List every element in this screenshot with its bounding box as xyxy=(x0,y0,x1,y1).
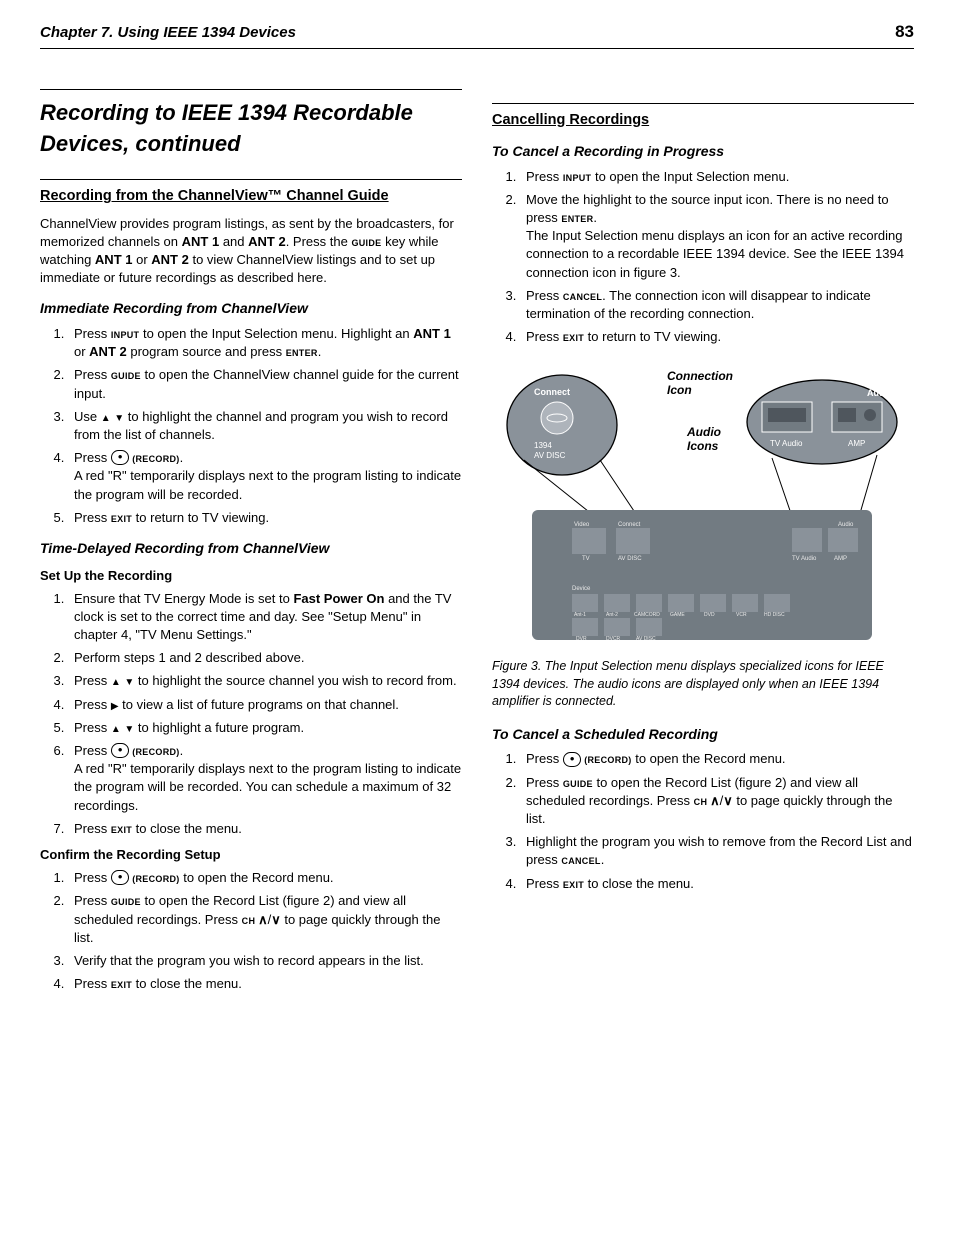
main-title: Recording to IEEE 1394 Recordable Device… xyxy=(40,89,462,160)
intro-paragraph: ChannelView provides program listings, a… xyxy=(40,215,462,288)
step: Press to highlight the source channel yo… xyxy=(68,672,462,690)
svg-text:Audio: Audio xyxy=(867,388,893,398)
step: Press EXIT to return to TV viewing. xyxy=(68,509,462,527)
record-button-icon xyxy=(111,450,130,465)
delayed-setup-steps: Ensure that TV Energy Mode is set to Fas… xyxy=(40,590,462,838)
up-arrow-icon xyxy=(101,409,111,424)
svg-text:TV Audio: TV Audio xyxy=(792,556,817,562)
subheading-cancel-progress: To Cancel a Recording in Progress xyxy=(492,142,914,162)
section-cancelling: Cancelling Recordings xyxy=(492,103,914,130)
subheading-cancel-scheduled: To Cancel a Scheduled Recording xyxy=(492,725,914,745)
svg-text:AV DISC: AV DISC xyxy=(534,451,566,460)
step: Press GUIDE to open the ChannelView chan… xyxy=(68,366,462,402)
ch-up-icon xyxy=(710,793,720,808)
subheading-delayed: Time-Delayed Recording from ChannelView xyxy=(40,539,462,559)
down-arrow-icon xyxy=(124,720,134,735)
confirm-steps: Press (RECORD) to open the Record menu. … xyxy=(40,869,462,993)
svg-text:TV Audio: TV Audio xyxy=(770,439,803,448)
svg-text:AMP: AMP xyxy=(848,439,865,448)
subheading-immediate: Immediate Recording from ChannelView xyxy=(40,299,462,319)
input-selection-diagram: ConnectionIcon AudioIcons Connect 1394 A… xyxy=(492,360,902,650)
svg-text:DVCR: DVCR xyxy=(606,636,621,642)
svg-text:AMP: AMP xyxy=(834,556,847,562)
ch-down-icon xyxy=(723,793,733,808)
svg-text:AV DISC: AV DISC xyxy=(636,636,656,642)
chapter-title: Chapter 7. Using IEEE 1394 Devices xyxy=(40,22,296,43)
immediate-steps: Press INPUT to open the Input Selection … xyxy=(40,325,462,527)
svg-text:HD DISC: HD DISC xyxy=(764,612,785,618)
svg-text:1394: 1394 xyxy=(534,441,552,450)
step: Press EXIT to close the menu. xyxy=(520,875,914,893)
up-arrow-icon xyxy=(111,673,121,688)
down-arrow-icon xyxy=(124,673,134,688)
right-column: Cancelling Recordings To Cancel a Record… xyxy=(492,89,914,998)
step: Press EXIT to close the menu. xyxy=(68,975,462,993)
svg-text:AV DISC: AV DISC xyxy=(618,556,642,562)
svg-text:Ant-2: Ant-2 xyxy=(606,612,618,618)
record-button-icon xyxy=(111,870,130,885)
svg-text:VCR: VCR xyxy=(736,612,747,618)
svg-text:Video: Video xyxy=(574,522,590,528)
record-button-icon xyxy=(563,752,582,767)
svg-text:DVR: DVR xyxy=(576,636,587,642)
page-number: 83 xyxy=(895,20,914,44)
step: Use to highlight the channel and program… xyxy=(68,408,462,444)
step: Press (RECORD).A red "R" temporarily dis… xyxy=(68,742,462,815)
confirm-heading: Confirm the Recording Setup xyxy=(40,846,462,864)
step: Move the highlight to the source input i… xyxy=(520,191,914,282)
up-arrow-icon xyxy=(111,720,121,735)
step: Press INPUT to open the Input Selection … xyxy=(520,168,914,186)
two-column-layout: Recording to IEEE 1394 Recordable Device… xyxy=(40,89,914,998)
figure-3: ConnectionIcon AudioIcons Connect 1394 A… xyxy=(492,360,914,650)
left-column: Recording to IEEE 1394 Recordable Device… xyxy=(40,89,462,998)
right-arrow-icon xyxy=(111,697,119,712)
svg-text:Connect: Connect xyxy=(534,387,570,397)
step: Press GUIDE to open the Record List (fig… xyxy=(68,892,462,947)
page-header: Chapter 7. Using IEEE 1394 Devices 83 xyxy=(40,20,914,49)
svg-text:TV: TV xyxy=(582,556,590,562)
step: Highlight the program you wish to remove… xyxy=(520,833,914,869)
cancel-scheduled-steps: Press (RECORD) to open the Record menu. … xyxy=(492,750,914,892)
step: Perform steps 1 and 2 described above. xyxy=(68,649,462,667)
svg-text:CAMCORD: CAMCORD xyxy=(634,612,660,618)
step: Press CANCEL. The connection icon will d… xyxy=(520,287,914,323)
svg-text:Connect: Connect xyxy=(618,522,641,528)
step: Press INPUT to open the Input Selection … xyxy=(68,325,462,361)
step: Ensure that TV Energy Mode is set to Fas… xyxy=(68,590,462,645)
ch-up-icon xyxy=(258,912,268,927)
svg-text:DVD: DVD xyxy=(704,612,715,618)
section-recording-channelview: Recording from the ChannelView™ Channel … xyxy=(40,179,462,206)
ch-down-icon xyxy=(271,912,281,927)
step: Press EXIT to return to TV viewing. xyxy=(520,328,914,346)
step: Press (RECORD).A red "R" temporarily dis… xyxy=(68,449,462,504)
step: Press EXIT to close the menu. xyxy=(68,820,462,838)
figure-caption: Figure 3. The Input Selection menu displ… xyxy=(492,658,914,711)
audio-label: AudioIcons xyxy=(686,425,721,453)
svg-text:Device: Device xyxy=(572,586,591,592)
cancel-progress-steps: Press INPUT to open the Input Selection … xyxy=(492,168,914,347)
step: Press (RECORD) to open the Record menu. xyxy=(68,869,462,887)
svg-text:Ant-1: Ant-1 xyxy=(574,612,586,618)
step: Press GUIDE to open the Record List (fig… xyxy=(520,774,914,829)
step: Verify that the program you wish to reco… xyxy=(68,952,462,970)
setup-heading: Set Up the Recording xyxy=(40,567,462,585)
connection-label: ConnectionIcon xyxy=(667,369,733,397)
svg-text:GAME: GAME xyxy=(670,612,685,618)
record-button-icon xyxy=(111,743,130,758)
step: Press (RECORD) to open the Record menu. xyxy=(520,750,914,768)
step: Press to view a list of future programs … xyxy=(68,696,462,714)
svg-text:Audio: Audio xyxy=(838,522,854,528)
down-arrow-icon xyxy=(114,409,124,424)
step: Press to highlight a future program. xyxy=(68,719,462,737)
